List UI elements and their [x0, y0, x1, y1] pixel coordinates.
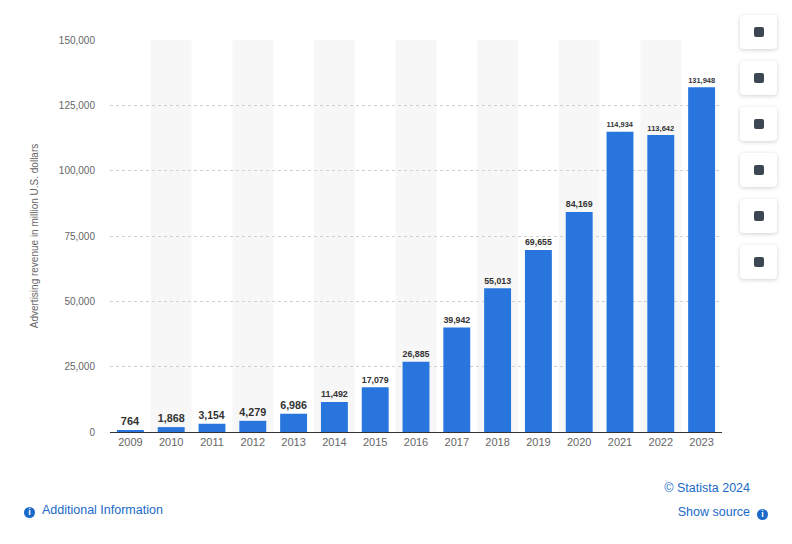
html-text:i: i: [761, 509, 764, 519]
html-text:Additional Information: Additional Information: [42, 503, 163, 517]
svg-text:764: 764: [121, 415, 140, 427]
svg-text:2021: 2021: [608, 436, 632, 448]
svg-text:2020: 2020: [567, 436, 591, 448]
svg-text:150,000: 150,000: [59, 35, 96, 46]
svg-text:50,000: 50,000: [64, 296, 95, 307]
svg-text:3,154: 3,154: [199, 410, 225, 421]
svg-text:Advertising revenue in million: Advertising revenue in million U.S. doll…: [29, 144, 40, 329]
svg-text:2014: 2014: [322, 436, 346, 448]
svg-text:55,013: 55,013: [484, 276, 511, 286]
svg-text:2011: 2011: [200, 436, 224, 448]
svg-text:17,079: 17,079: [362, 375, 389, 385]
svg-text:2013: 2013: [281, 436, 305, 448]
svg-text:131,948: 131,948: [688, 76, 715, 85]
html-text:Show source: Show source: [677, 505, 750, 519]
svg-text:125,000: 125,000: [59, 100, 96, 111]
html-text:© Statista 2024: © Statista 2024: [664, 481, 750, 495]
svg-text:2016: 2016: [404, 436, 428, 448]
svg-text:69,655: 69,655: [525, 237, 552, 247]
svg-text:6,986: 6,986: [280, 399, 307, 411]
svg-text:75,000: 75,000: [64, 231, 95, 242]
svg-text:39,942: 39,942: [443, 315, 470, 325]
svg-text:0: 0: [89, 427, 95, 438]
svg-text:114,934: 114,934: [607, 120, 634, 129]
html-text:i: i: [28, 507, 31, 517]
svg-text:1,868: 1,868: [158, 412, 185, 424]
svg-text:2010: 2010: [159, 436, 183, 448]
svg-text:2023: 2023: [689, 436, 713, 448]
svg-text:2012: 2012: [241, 436, 265, 448]
svg-text:2022: 2022: [649, 436, 673, 448]
svg-text:2009: 2009: [118, 436, 142, 448]
svg-text:4,279: 4,279: [239, 406, 266, 418]
svg-text:2017: 2017: [445, 436, 469, 448]
svg-text:2015: 2015: [363, 436, 387, 448]
svg-text:11,492: 11,492: [321, 389, 348, 399]
svg-text:25,000: 25,000: [64, 361, 95, 372]
svg-text:100,000: 100,000: [59, 165, 96, 176]
svg-text:2018: 2018: [485, 436, 509, 448]
svg-text:26,885: 26,885: [403, 349, 430, 359]
svg-text:84,169: 84,169: [566, 199, 593, 209]
svg-text:113,642: 113,642: [647, 124, 674, 133]
svg-text:2019: 2019: [526, 436, 550, 448]
